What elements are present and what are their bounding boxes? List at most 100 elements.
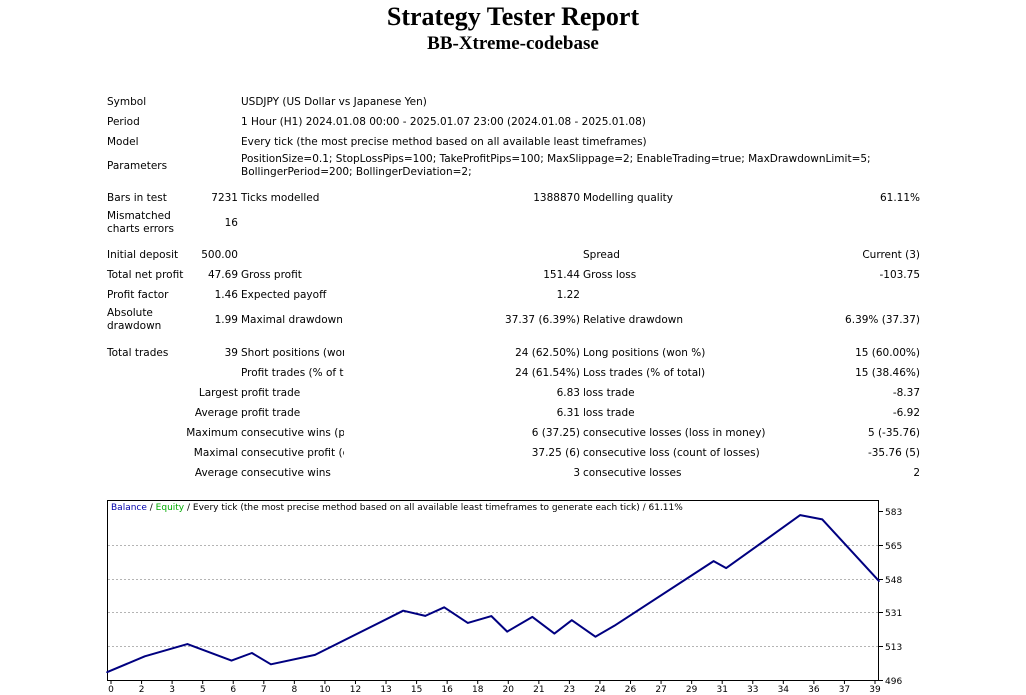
balance-point	[443, 606, 446, 609]
balance-point	[571, 619, 573, 621]
total-trades-row: Total trades 39 Short positions (won %) …	[104, 343, 920, 363]
legend-separator: /	[146, 503, 156, 513]
average-prefix: Average	[194, 407, 238, 419]
period-label: Period	[107, 116, 140, 128]
model-label: Model	[107, 136, 139, 148]
long-positions-value: 15 (60.00%)	[855, 347, 920, 359]
x-tick-label: 6	[230, 685, 236, 695]
x-tick-label: 15	[411, 685, 422, 695]
maximal-consecutive-loss-label: consecutive loss (count of losses)	[583, 447, 760, 459]
x-tick-label: 37	[839, 685, 850, 695]
average-consecutive-prefix: Average	[194, 467, 238, 479]
maximal-drawdown-value: 37.37 (6.39%)	[505, 314, 580, 326]
y-tick-label: 496	[885, 677, 902, 687]
balance-point	[467, 622, 469, 624]
maximal-drawdown-label: Maximal drawdown	[241, 314, 343, 326]
maximal-consecutive-profit-value: 37.25 (6)	[531, 447, 580, 459]
avg-consecutive-losses-value: 2	[913, 467, 920, 479]
balance-point	[878, 580, 880, 582]
average-loss-label: loss trade	[583, 407, 635, 419]
gross-loss-label: Gross loss	[583, 269, 637, 281]
report-title: Strategy Tester Report	[386, 2, 640, 31]
y-tick-label: 531	[885, 609, 902, 619]
average-row: Average profit trade 6.31 loss trade -6.…	[104, 403, 920, 423]
balance-point	[144, 655, 146, 658]
largest-profit-label: profit trade	[241, 387, 301, 399]
parameters-value: PositionSize=0.1; StopLossPips=100; Take…	[241, 153, 871, 178]
profit-trades-label: Profit trades (% of total)	[241, 367, 344, 379]
bars-value: 7231	[211, 192, 238, 204]
y-tick-label: 565	[885, 542, 902, 552]
x-tick-label: 24	[594, 685, 606, 695]
loss-trades-label: Loss trades (% of total)	[583, 367, 706, 379]
net-profit-label: Total net profit	[107, 269, 184, 281]
short-positions-label: Short positions (won %)	[241, 347, 344, 359]
spread-value: Current (3)	[862, 249, 920, 261]
x-tick-label: 2	[139, 685, 145, 695]
largest-loss-label: loss trade	[583, 387, 635, 399]
balance-point	[725, 567, 727, 569]
profit-factor-row: Profit factor 1.46 Expected payoff 1.22	[104, 285, 920, 305]
net-profit-value: 47.69	[207, 269, 238, 281]
model-value: Every tick (the most precise method base…	[241, 136, 647, 148]
maximum-prefix: Maximum	[186, 427, 238, 439]
balance-point	[402, 609, 405, 612]
average-consecutive-row: Average consecutive wins 3 consecutive l…	[104, 463, 920, 483]
largest-loss-value: -8.37	[892, 387, 920, 399]
max-consecutive-wins-label: consecutive wins (profit in money)	[241, 427, 344, 439]
balance-point	[594, 635, 597, 638]
x-tick-label: 16	[441, 685, 453, 695]
x-tick-label: 3	[169, 685, 175, 695]
balance-point	[230, 659, 233, 662]
profit-trades-value: 24 (61.54%)	[515, 367, 580, 379]
x-tick-label: 13	[380, 685, 391, 695]
y-tick-label: 583	[885, 508, 902, 518]
profit-trades-row: Profit trades (% of total) 24 (61.54%) L…	[104, 363, 920, 383]
average-loss-value: -6.92	[892, 407, 920, 419]
x-tick-label: 21	[533, 685, 544, 695]
balance-point	[270, 663, 272, 666]
average-profit-label: profit trade	[241, 407, 301, 419]
relative-drawdown-label: Relative drawdown	[583, 314, 684, 326]
maximal-prefix: Maximal	[193, 447, 238, 459]
quality-label: Modelling quality	[583, 192, 673, 204]
balance-point	[712, 560, 715, 562]
x-tick-label: 34	[778, 685, 790, 695]
mismatch-value: 16	[224, 216, 238, 229]
profit-factor-label: Profit factor	[107, 289, 169, 301]
x-tick-label: 39	[869, 685, 881, 695]
x-tick-label: 8	[291, 685, 297, 695]
x-tick-label: 23	[564, 685, 575, 695]
relative-drawdown-value: 6.39% (37.37)	[845, 314, 920, 326]
symbol-label: Symbol	[107, 96, 147, 108]
deposit-value: 500.00	[201, 249, 238, 261]
largest-row: Largest profit trade 6.83 loss trade -8.…	[104, 383, 920, 403]
period-row: Period 1 Hour (H1) 2024.01.08 00:00 - 20…	[104, 112, 920, 132]
y-tick-label: 513	[885, 643, 902, 653]
avg-consecutive-wins-value: 3	[573, 467, 580, 479]
total-trades-value: 39	[224, 347, 238, 359]
gross-profit-value: 151.44	[543, 269, 580, 281]
expected-payoff-label: Expected payoff	[241, 289, 327, 301]
average-profit-value: 6.31	[556, 407, 580, 419]
bars-row: Bars in test 7231 Ticks modelled 1388870…	[104, 188, 920, 208]
largest-prefix: Largest	[198, 387, 238, 399]
chart-legend: Balance / Equity / Every tick (the most …	[111, 503, 683, 514]
report-table: Symbol USDJPY (US Dollar vs Japanese Yen…	[104, 92, 920, 483]
maximal-row: Maximal consecutive profit (count of win…	[104, 443, 920, 463]
expected-payoff-value: 1.22	[556, 289, 580, 301]
x-tick-label: 10	[319, 685, 331, 695]
drawdown-row: Absolute drawdown 1.99 Maximal drawdown …	[104, 305, 920, 335]
balance-point	[506, 630, 509, 633]
quality-value: 61.11%	[879, 192, 920, 204]
symbol-value: USDJPY (US Dollar vs Japanese Yen)	[241, 96, 427, 108]
ticks-label: Ticks modelled	[241, 192, 320, 204]
largest-profit-value: 6.83	[556, 387, 580, 399]
balance-point	[314, 654, 316, 656]
max-consecutive-losses-value: 5 (-35.76)	[867, 427, 920, 439]
legend-balance: Balance	[111, 503, 147, 513]
x-tick-label: 7	[261, 685, 267, 695]
long-positions-label: Long positions (won %)	[583, 347, 706, 359]
mismatch-row: Mismatched charts errors 16	[104, 208, 920, 237]
